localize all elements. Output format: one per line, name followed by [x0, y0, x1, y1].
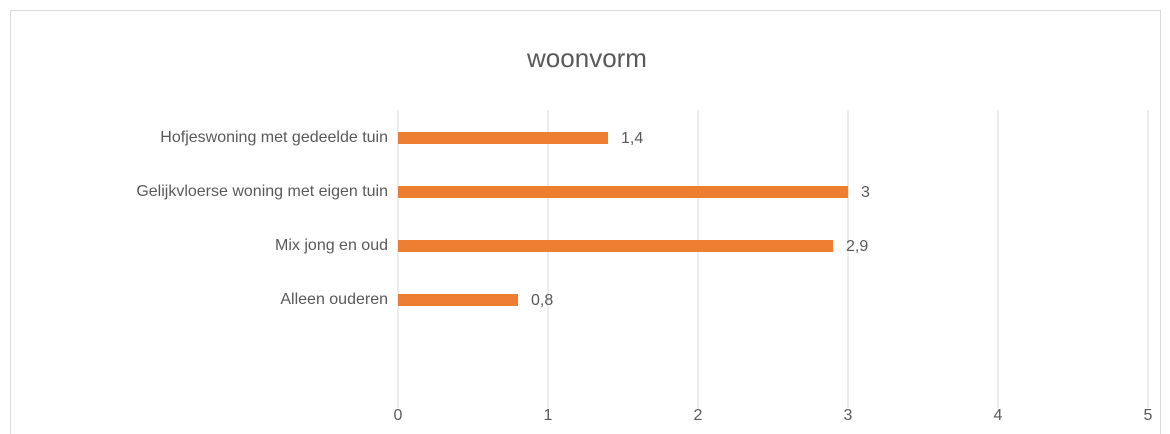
- data-label: 3: [861, 184, 870, 201]
- data-label: 0,8: [531, 292, 553, 309]
- y-tick-label: Alleen ouderen: [280, 291, 388, 308]
- y-tick-label: Gelijkvloerse woning met eigen tuin: [136, 183, 388, 200]
- x-tick-label: 2: [694, 407, 703, 424]
- x-tick-label: 1: [544, 407, 553, 424]
- bar: [398, 294, 518, 306]
- data-label: 2,9: [846, 238, 868, 255]
- chart-title: woonvorm: [526, 43, 647, 73]
- bar: [398, 186, 848, 198]
- data-label: 1,4: [621, 130, 643, 147]
- x-tick-label: 5: [1144, 407, 1153, 424]
- chart-frame: [10, 10, 1161, 434]
- bar: [398, 240, 833, 252]
- x-tick-label: 3: [844, 407, 853, 424]
- y-tick-label: Mix jong en oud: [275, 237, 388, 254]
- x-tick-label: 0: [394, 407, 403, 424]
- bar: [398, 132, 608, 144]
- y-tick-label: Hofjeswoning met gedeelde tuin: [160, 129, 388, 146]
- x-tick-label: 4: [994, 407, 1003, 424]
